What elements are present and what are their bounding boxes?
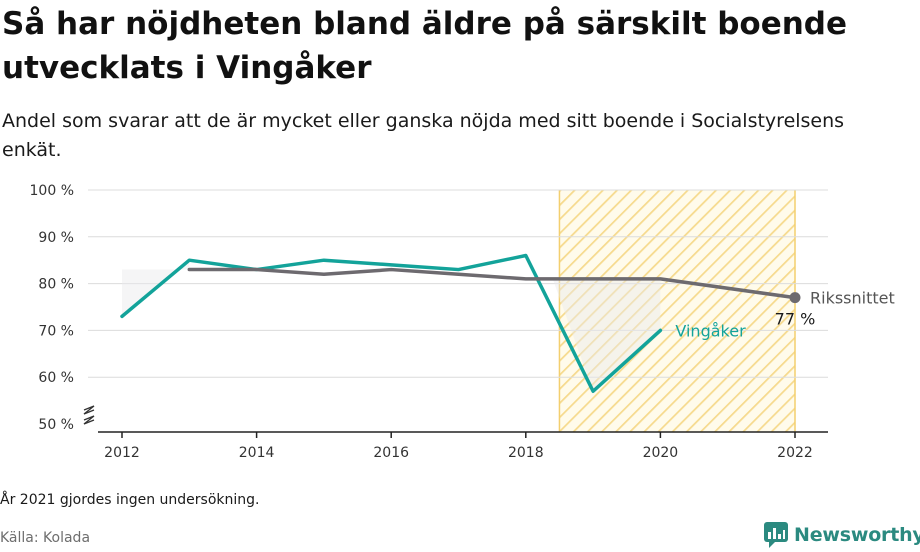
series-line-vingaker (120, 253, 663, 393)
x-tick-label: 2020 (643, 445, 679, 461)
y-tick-label: 90 % (38, 230, 74, 246)
chart-title: Så har nöjdheten bland äldre på särskilt… (2, 6, 848, 86)
chart-note: År 2021 gjordes ingen undersökning. (0, 492, 260, 508)
x-tick-label: 2022 (777, 445, 813, 461)
brand-logo: Newsworthy (764, 520, 920, 550)
y-tick-label: 50 % (38, 417, 74, 433)
y-tick-label: 70 % (38, 323, 74, 339)
chart-source: Källa: Kolada (0, 530, 91, 546)
highlight-region (559, 190, 795, 432)
x-tick-label: 2016 (373, 445, 409, 461)
axis-break-icon (83, 405, 95, 425)
data-label-end: 77 % (775, 310, 816, 329)
series-end-point (789, 292, 801, 304)
series-label-vingaker: Vingåker (675, 321, 746, 340)
series-line-riksnittet (187, 267, 797, 300)
y-tick-label: 60 % (38, 370, 74, 386)
y-tick-label: 100 % (30, 183, 74, 199)
x-tick-label: 2012 (104, 445, 140, 461)
y-tick-label: 80 % (38, 277, 74, 293)
series-label-riksnittet: Rikssnittet (810, 289, 895, 308)
brand-name: Newsworthy (794, 524, 920, 546)
newsworthy-logo-icon (764, 522, 788, 548)
line-chart: 50 % 60 % 70 % 80 % 90 % 100 % 2012 2014 2016 201… (30, 183, 895, 461)
x-tick-label: 2014 (239, 445, 275, 461)
x-tick-label: 2018 (508, 445, 544, 461)
chart-subtitle: Andel som svarar att de är mycket eller … (2, 110, 845, 161)
difference-area (552, 278, 661, 392)
